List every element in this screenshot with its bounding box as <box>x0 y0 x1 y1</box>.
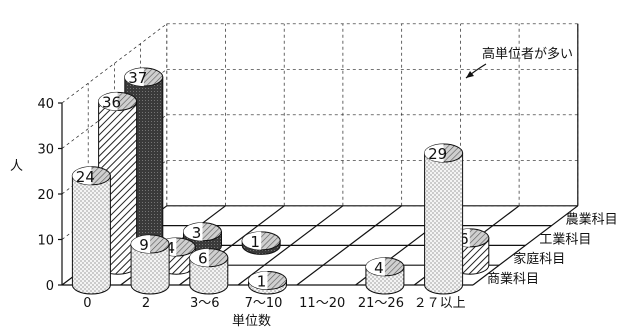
series-label: 家庭科目 <box>513 251 565 267</box>
y-tick-label: 30 <box>37 143 54 158</box>
cylinder-top-highlight <box>131 235 151 254</box>
data-label: 4 <box>374 259 384 277</box>
y-tick-label: 10 <box>37 234 54 249</box>
cylinder-bar: 29 <box>424 143 464 295</box>
cylinder-bar: 24 <box>71 166 111 295</box>
data-label: 4 <box>165 239 175 257</box>
bar-layer: 1 3 37 6 4 36 29 4 1 6 9 24 <box>71 67 490 295</box>
cylinder-bar: 9 <box>130 234 170 295</box>
cylinder-top-highlight <box>124 68 144 87</box>
cylinder-top-highlight <box>248 271 268 290</box>
x-tick-label: 3～6 <box>190 296 220 311</box>
gridline-side <box>61 23 168 104</box>
x-tick-label: 7～10 <box>245 296 283 311</box>
cylinder-body <box>130 243 170 295</box>
data-label: 1 <box>257 272 267 290</box>
cylinder-bar: 1 <box>241 231 281 255</box>
series-label: 商業科目 <box>487 271 539 287</box>
cylinder-body <box>189 257 229 295</box>
data-label: 1 <box>250 233 260 251</box>
cylinder-bar: 1 <box>248 270 287 295</box>
cylinder-top-highlight <box>365 257 385 276</box>
series-label: 工業科目 <box>539 231 591 247</box>
annotation-text: 高単位者が多い <box>482 46 573 62</box>
x-tick-label: 21～26 <box>358 296 404 311</box>
y-tick-label: 40 <box>37 97 54 112</box>
cylinder-bar: 4 <box>365 257 405 295</box>
data-label: 29 <box>428 145 447 163</box>
y-tick-label: 20 <box>37 188 54 203</box>
data-label: 6 <box>198 250 208 268</box>
cylinder-body <box>71 175 111 295</box>
data-label: 3 <box>192 224 202 242</box>
data-label: 9 <box>139 236 149 254</box>
x-tick-label: 2 <box>142 296 150 311</box>
y-tick-label: 0 <box>46 279 54 294</box>
cylinder-top-highlight <box>98 92 118 111</box>
cylinder-top-highlight <box>424 144 444 163</box>
cylinder-bar: 6 <box>189 248 229 295</box>
annotation-arrowhead <box>466 71 474 78</box>
cylinder-top-highlight <box>183 222 203 241</box>
cylinder-body <box>424 152 464 295</box>
x-axis-label: 単位数 <box>232 313 271 329</box>
x-tick-label: 0 <box>83 296 91 311</box>
data-label: 6 <box>459 230 469 248</box>
data-label: 37 <box>128 69 147 87</box>
x-tick-label: ２７以上 <box>414 296 466 311</box>
cylinder-top-highlight <box>242 231 262 250</box>
x-tick-label: 11～20 <box>299 296 345 311</box>
data-label: 36 <box>102 93 121 111</box>
data-label: 24 <box>76 168 95 186</box>
y-axis-label: 人 <box>10 159 23 174</box>
series-label: 農業科目 <box>566 212 618 228</box>
cylinder-top-highlight <box>189 248 209 267</box>
axis-layer: 0 10 20 30 40 0 2 3～6 7～10 11～20 21～26 ２７以上 商業科目 家庭科目… <box>37 97 617 311</box>
cylinder-top-highlight <box>72 166 92 185</box>
